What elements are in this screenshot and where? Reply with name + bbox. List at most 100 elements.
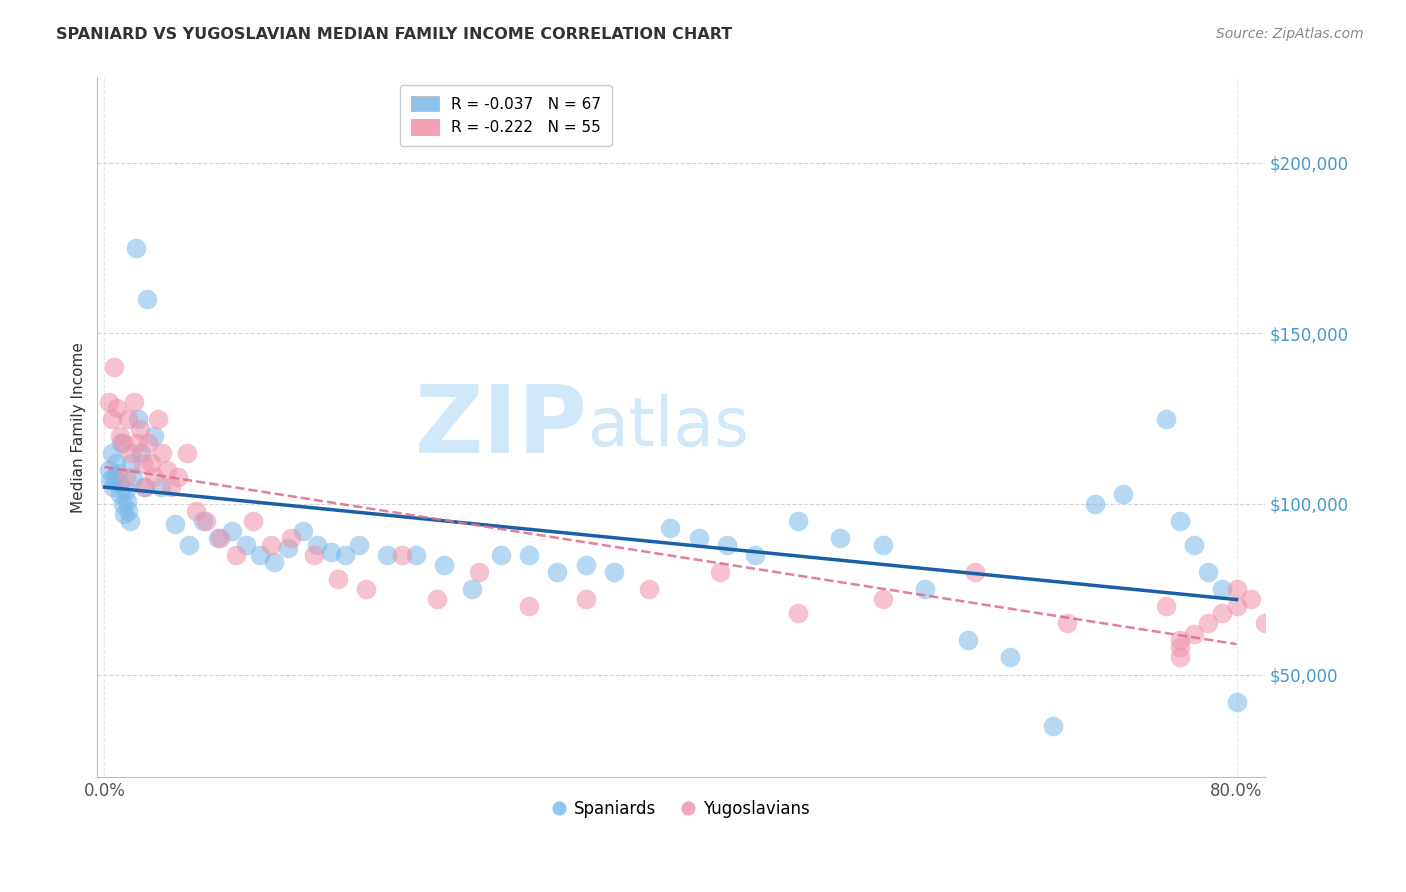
- Point: [1240, 592, 1263, 607]
- Point: [517, 548, 540, 562]
- Point: [872, 592, 894, 607]
- Point: [1154, 411, 1177, 425]
- Point: [176, 446, 198, 460]
- Point: [125, 435, 148, 450]
- Text: SPANIARD VS YUGOSLAVIAN MEDIAN FAMILY INCOME CORRELATION CHART: SPANIARD VS YUGOSLAVIAN MEDIAN FAMILY IN…: [56, 27, 733, 42]
- Point: [1197, 565, 1219, 579]
- Point: [150, 480, 173, 494]
- Point: [405, 548, 427, 562]
- Point: [101, 480, 124, 494]
- Point: [688, 531, 710, 545]
- Point: [709, 565, 731, 579]
- Point: [391, 548, 413, 562]
- Point: [1197, 616, 1219, 631]
- Point: [291, 524, 314, 539]
- Point: [114, 483, 136, 498]
- Point: [1182, 626, 1205, 640]
- Point: [830, 531, 852, 545]
- Point: [963, 565, 986, 579]
- Point: [354, 582, 377, 597]
- Point: [165, 517, 187, 532]
- Point: [659, 521, 682, 535]
- Y-axis label: Median Family Income: Median Family Income: [72, 342, 86, 513]
- Point: [142, 428, 165, 442]
- Point: [1254, 616, 1277, 631]
- Point: [135, 292, 157, 306]
- Point: [574, 558, 596, 573]
- Point: [333, 548, 356, 562]
- Point: [122, 394, 145, 409]
- Point: [326, 572, 349, 586]
- Point: [120, 446, 142, 460]
- Point: [468, 565, 491, 579]
- Point: [117, 504, 139, 518]
- Point: [1168, 514, 1191, 528]
- Point: [433, 558, 456, 573]
- Point: [167, 469, 190, 483]
- Point: [1168, 640, 1191, 655]
- Point: [786, 514, 808, 528]
- Point: [129, 446, 152, 460]
- Point: [1225, 582, 1247, 597]
- Point: [1168, 650, 1191, 665]
- Point: [127, 411, 149, 425]
- Point: [114, 469, 136, 483]
- Point: [107, 476, 129, 491]
- Point: [132, 480, 155, 494]
- Point: [97, 463, 120, 477]
- Point: [517, 599, 540, 614]
- Point: [134, 480, 156, 494]
- Point: [142, 469, 165, 483]
- Point: [104, 456, 127, 470]
- Point: [277, 541, 299, 556]
- Point: [716, 538, 738, 552]
- Point: [235, 538, 257, 552]
- Point: [305, 538, 328, 552]
- Point: [603, 565, 626, 579]
- Point: [489, 548, 512, 562]
- Point: [118, 514, 141, 528]
- Point: [1168, 633, 1191, 648]
- Point: [280, 531, 302, 545]
- Point: [249, 548, 271, 562]
- Point: [195, 514, 218, 528]
- Point: [426, 592, 449, 607]
- Text: atlas: atlas: [588, 394, 748, 460]
- Point: [112, 507, 135, 521]
- Point: [108, 486, 131, 500]
- Point: [121, 469, 143, 483]
- Point: [97, 394, 120, 409]
- Point: [744, 548, 766, 562]
- Point: [105, 401, 128, 416]
- Point: [956, 633, 979, 648]
- Point: [914, 582, 936, 597]
- Point: [242, 514, 264, 528]
- Point: [1225, 599, 1247, 614]
- Point: [1056, 616, 1078, 631]
- Point: [574, 592, 596, 607]
- Point: [1182, 538, 1205, 552]
- Point: [377, 548, 399, 562]
- Point: [148, 411, 170, 425]
- Point: [186, 504, 208, 518]
- Point: [209, 531, 232, 545]
- Point: [263, 555, 285, 569]
- Point: [546, 565, 568, 579]
- Point: [260, 538, 283, 552]
- Point: [120, 456, 142, 470]
- Point: [103, 360, 125, 375]
- Point: [1211, 582, 1233, 597]
- Point: [110, 435, 132, 450]
- Legend: Spaniards, Yugoslavians: Spaniards, Yugoslavians: [546, 793, 817, 824]
- Point: [1225, 695, 1247, 709]
- Point: [117, 411, 139, 425]
- Point: [207, 531, 229, 545]
- Point: [347, 538, 370, 552]
- Point: [103, 469, 125, 483]
- Point: [124, 241, 146, 255]
- Point: [139, 456, 162, 470]
- Point: [221, 524, 243, 539]
- Point: [100, 411, 122, 425]
- Point: [1211, 606, 1233, 620]
- Point: [1154, 599, 1177, 614]
